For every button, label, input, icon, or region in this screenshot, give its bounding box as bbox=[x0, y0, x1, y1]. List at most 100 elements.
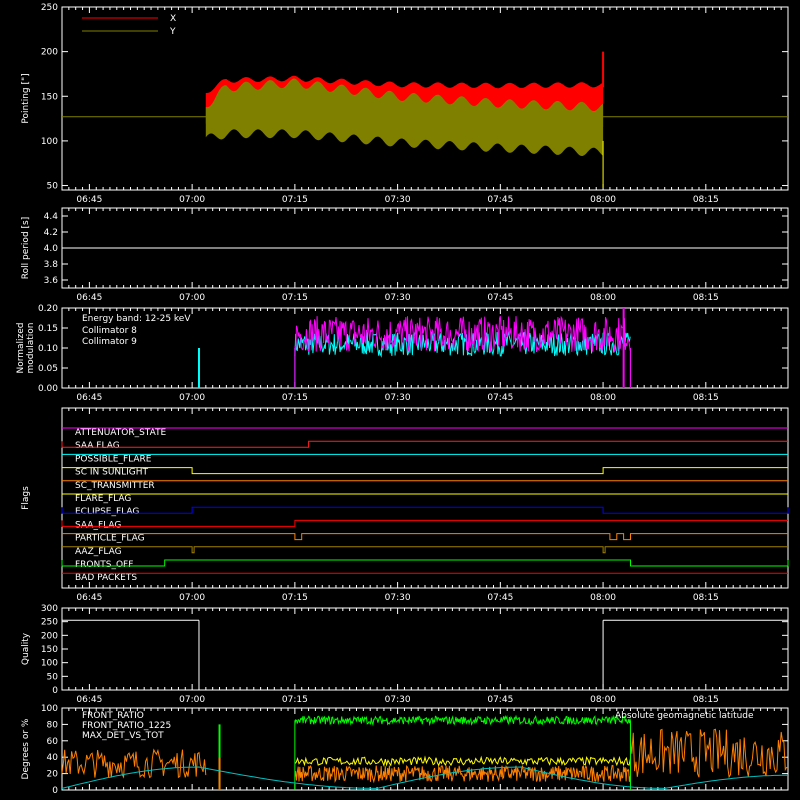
x-tick-label: 07:45 bbox=[487, 393, 513, 403]
y-tick-label: 3.8 bbox=[44, 260, 59, 270]
y-tick-label: 4.0 bbox=[44, 244, 59, 254]
y-tick-label: 100 bbox=[41, 659, 58, 669]
y-tick-label: 50 bbox=[47, 672, 59, 682]
x-tick-label: 07:30 bbox=[385, 293, 411, 303]
x-tick-label: 07:30 bbox=[385, 393, 411, 403]
legend-label: FRONT_RATIO_1225 bbox=[82, 721, 171, 731]
flag-label: AAZ_FLAG bbox=[75, 547, 122, 557]
flag-label: SC IN SUNLIGHT bbox=[75, 468, 149, 478]
x-tick-label: 07:30 bbox=[385, 195, 411, 205]
y-tick-label: 20 bbox=[47, 770, 59, 780]
flag-trace bbox=[62, 533, 788, 541]
x-tick-label: 07:00 bbox=[179, 293, 205, 303]
y-axis-label: Roll period [s] bbox=[21, 217, 31, 279]
x-tick-label: 07:00 bbox=[179, 195, 205, 205]
ratio-line-front bbox=[294, 755, 631, 767]
y-tick-label: 300 bbox=[41, 604, 58, 614]
x-tick-label: 08:00 bbox=[590, 593, 616, 603]
flag-label: SAA_FLAG bbox=[75, 520, 121, 530]
x-tick-label: 07:15 bbox=[282, 195, 308, 205]
y-tick-label: 250 bbox=[41, 3, 58, 13]
x-tick-label: 07:15 bbox=[282, 593, 308, 603]
y-tick-label: 0 bbox=[52, 786, 58, 796]
flag-trace bbox=[62, 546, 788, 554]
y-tick-label: 0 bbox=[52, 686, 58, 696]
ratio-line-front-1225 bbox=[294, 714, 631, 727]
y-tick-label: 250 bbox=[41, 618, 58, 628]
x-tick-label: 08:15 bbox=[693, 293, 719, 303]
legend-label: FRONT_RATIO bbox=[82, 711, 144, 721]
flag-trace bbox=[61, 559, 789, 567]
ratio-line-max-det bbox=[294, 764, 631, 784]
y-axis-label: Degrees or % bbox=[21, 718, 31, 779]
flag-label: SAA FLAG bbox=[75, 441, 120, 451]
legend-label: Y bbox=[169, 27, 176, 37]
flag-trace bbox=[61, 519, 788, 527]
y-tick-label: 0.00 bbox=[38, 384, 58, 394]
x-tick-label: 07:00 bbox=[179, 695, 205, 705]
x-tick-label: 07:15 bbox=[282, 293, 308, 303]
x-tick-label: 07:00 bbox=[179, 593, 205, 603]
panel-frame bbox=[61, 407, 789, 589]
x-tick-label: 08:00 bbox=[590, 195, 616, 205]
x-tick-label: 07:15 bbox=[282, 695, 308, 705]
x-tick-label: 08:15 bbox=[693, 195, 719, 205]
legend-label: Collimator 9 bbox=[82, 337, 137, 347]
flag-label: FLARE_FLAG bbox=[75, 494, 131, 504]
flag-label: BAD PACKETS bbox=[75, 573, 137, 583]
y-tick-label: 0.10 bbox=[38, 344, 58, 354]
x-tick-label: 06:45 bbox=[76, 293, 102, 303]
legend-label: X bbox=[170, 14, 176, 24]
y-tick-label: 0.05 bbox=[38, 364, 58, 374]
flag-label: ATTENUATOR_STATE bbox=[75, 428, 167, 438]
ratio-line-geomagnetic bbox=[61, 766, 789, 789]
flag-label: POSSIBLE_FLARE bbox=[75, 454, 152, 464]
x-tick-label: 07:30 bbox=[385, 593, 411, 603]
pointing-envelope-y bbox=[205, 78, 604, 156]
y-axis-label: Pointing ["] bbox=[21, 73, 31, 123]
y-tick-label: 40 bbox=[47, 753, 59, 763]
y-axis-label: modulation bbox=[26, 323, 36, 374]
flag-label: ECLIPSE_FLAG bbox=[75, 507, 139, 517]
flag-trace bbox=[62, 467, 788, 475]
y-tick-label: 60 bbox=[47, 737, 59, 747]
x-tick-label: 07:00 bbox=[179, 393, 205, 403]
flag-label: PARTICLE_FLAG bbox=[75, 534, 145, 544]
x-tick-label: 07:45 bbox=[487, 593, 513, 603]
x-tick-label: 07:30 bbox=[385, 695, 411, 705]
x-tick-label: 08:00 bbox=[590, 393, 616, 403]
x-tick-label: 08:15 bbox=[693, 593, 719, 603]
flag-trace bbox=[61, 440, 788, 448]
y-tick-label: 50 bbox=[47, 182, 59, 192]
x-tick-label: 06:45 bbox=[76, 695, 102, 705]
x-tick-label: 08:00 bbox=[590, 293, 616, 303]
y-tick-label: 100 bbox=[41, 137, 58, 147]
flag-trace bbox=[61, 506, 789, 514]
y-tick-label: 80 bbox=[47, 720, 59, 730]
y-tick-label: 200 bbox=[41, 631, 58, 641]
legend-label: MAX_DET_VS_TOT bbox=[82, 731, 164, 741]
y-tick-label: 100 bbox=[41, 704, 58, 714]
x-tick-label: 07:45 bbox=[487, 695, 513, 705]
ratio-line-max-det bbox=[630, 728, 789, 779]
flag-label: FRONTS_OFF bbox=[75, 560, 133, 570]
modulation-line-c9 bbox=[294, 315, 631, 353]
x-tick-label: 08:15 bbox=[693, 695, 719, 705]
x-tick-label: 07:45 bbox=[487, 293, 513, 303]
x-tick-label: 07:45 bbox=[487, 195, 513, 205]
legend-label: Absolute geomagnetic latitude bbox=[615, 711, 754, 721]
y-tick-label: 3.6 bbox=[44, 276, 59, 286]
y-tick-label: 0.15 bbox=[38, 324, 58, 334]
x-tick-label: 08:00 bbox=[590, 695, 616, 705]
legend-label: Collimator 8 bbox=[82, 326, 137, 336]
y-tick-label: 200 bbox=[41, 48, 58, 58]
y-tick-label: 150 bbox=[41, 645, 58, 655]
y-axis-label: Flags bbox=[21, 486, 31, 510]
y-tick-label: 0.20 bbox=[38, 304, 58, 314]
x-tick-label: 08:15 bbox=[693, 393, 719, 403]
modulation-line-c8 bbox=[294, 331, 631, 358]
ratio-line-max-det bbox=[61, 748, 207, 779]
flag-label: SC_TRANSMITTER bbox=[75, 481, 155, 491]
x-tick-label: 07:15 bbox=[282, 393, 308, 403]
